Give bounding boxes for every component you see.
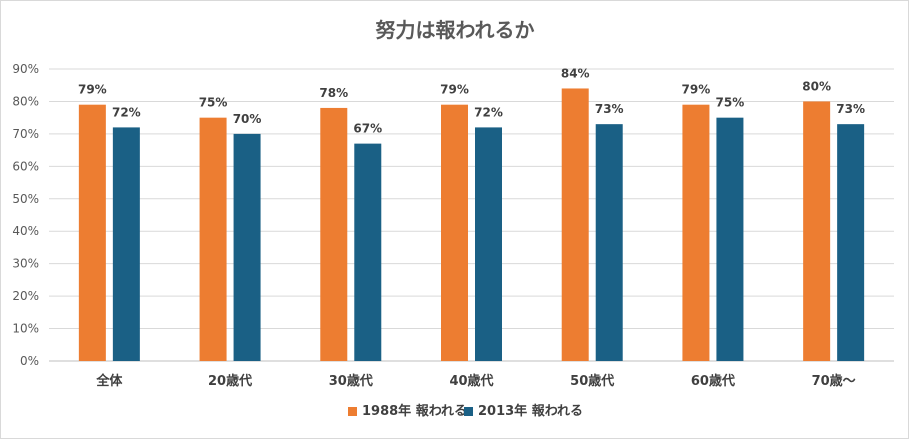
chart-title: 努力は報われるか: [376, 18, 535, 42]
y-tick-label: 30%: [12, 257, 39, 271]
bars: [78, 88, 865, 362]
data-label: 72%: [474, 105, 503, 119]
data-label: 70%: [233, 112, 262, 126]
y-tick-label: 10%: [12, 322, 39, 336]
legend-label: 1988年 報われる: [362, 403, 467, 419]
y-tick-label: 60%: [12, 159, 39, 173]
data-label: 79%: [440, 83, 469, 97]
y-tick-label: 0%: [20, 354, 39, 368]
data-label: 73%: [836, 102, 865, 116]
y-tick-label: 40%: [12, 224, 39, 238]
legend-label: 2013年 報われる: [478, 403, 583, 419]
x-tick-label: 30歳代: [329, 373, 373, 389]
data-labels: 79% 72% 75% 70% 78% 67% 79% 72% 84% 73% 79% 75% 80% 7…: [78, 66, 865, 135]
bar: [320, 107, 348, 361]
y-axis-ticks: 0% 10% 20% 30% 40% 50% 60% 70% 80% 90%: [12, 62, 39, 368]
bar: [682, 104, 710, 361]
data-label: 75%: [716, 96, 745, 110]
data-label: 79%: [682, 83, 711, 97]
bar: [837, 124, 865, 362]
y-tick-label: 70%: [12, 127, 39, 141]
legend-item: 1988年 報われる: [348, 403, 467, 419]
data-label: 84%: [561, 66, 590, 80]
bar: [112, 127, 140, 362]
bar: [716, 117, 744, 362]
bar: [354, 143, 382, 361]
bar: [561, 88, 589, 361]
bar: [233, 133, 261, 361]
bar: [199, 117, 227, 362]
y-tick-label: 20%: [12, 289, 39, 303]
data-label: 73%: [595, 102, 624, 116]
x-tick-label: 20歳代: [208, 373, 252, 389]
data-label: 67%: [353, 122, 382, 136]
x-tick-label: 70歳～: [812, 373, 856, 389]
legend: 1988年 報われる 2013年 報われる: [348, 403, 583, 419]
data-label: 75%: [199, 96, 228, 110]
legend-item: 2013年 報われる: [464, 403, 583, 419]
legend-swatch: [464, 407, 473, 416]
gridlines: [49, 68, 894, 362]
bar: [803, 101, 831, 361]
data-label: 79%: [78, 83, 107, 97]
x-tick-label: 60歳代: [691, 373, 735, 389]
data-label: 78%: [319, 86, 348, 100]
data-label: 80%: [802, 79, 831, 93]
y-tick-label: 50%: [12, 192, 39, 206]
legend-swatch: [348, 407, 357, 416]
x-tick-label: 50歳代: [570, 373, 614, 389]
data-label: 72%: [112, 105, 141, 119]
bar: [78, 104, 106, 361]
bar: [441, 104, 468, 361]
bar: [595, 124, 623, 362]
y-tick-label: 90%: [12, 62, 39, 76]
bar: [475, 127, 502, 362]
x-tick-label: 全体: [95, 373, 123, 389]
x-tick-label: 40歳代: [449, 373, 493, 389]
y-tick-label: 80%: [12, 94, 39, 108]
x-axis-ticks: 全体 20歳代 30歳代 40歳代 50歳代 60歳代 70歳～: [95, 373, 855, 389]
